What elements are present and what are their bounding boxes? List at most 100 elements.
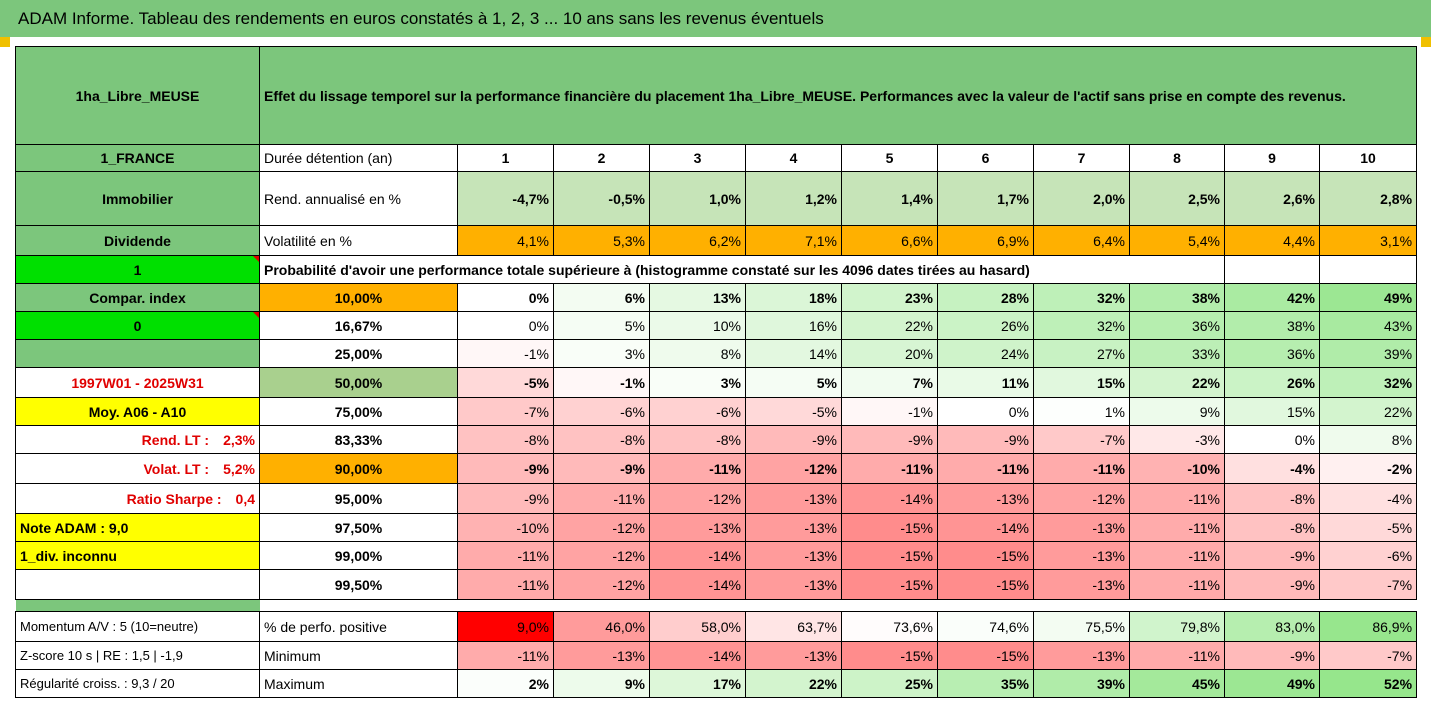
probability-value[interactable]: 15%	[1224, 397, 1320, 426]
asset-name[interactable]: 1ha_Libre_MEUSE	[15, 46, 260, 145]
volatility-label[interactable]: Volatilité en %	[259, 225, 458, 256]
percentile-label[interactable]: 50,00%	[259, 367, 458, 398]
probability-value[interactable]: -11%	[841, 453, 938, 484]
stat-value[interactable]: 63,7%	[745, 611, 842, 642]
probability-value[interactable]: -9%	[745, 425, 842, 454]
probability-value[interactable]: -1%	[553, 367, 650, 398]
probability-value[interactable]: 22%	[841, 311, 938, 340]
probability-value[interactable]: 8%	[649, 339, 746, 368]
stat-value[interactable]: 75,5%	[1033, 611, 1130, 642]
probability-value[interactable]: 38%	[1129, 283, 1225, 312]
duration-year[interactable]: 8	[1129, 144, 1225, 172]
compar-label[interactable]: Compar. index	[15, 283, 260, 312]
volatility-value[interactable]: 5,4%	[1129, 225, 1225, 256]
percentile-label[interactable]: 10,00%	[259, 283, 458, 312]
volatility-value[interactable]: 6,9%	[937, 225, 1034, 256]
probability-value[interactable]: -15%	[937, 569, 1034, 600]
stat-value[interactable]: 58,0%	[649, 611, 746, 642]
probability-value[interactable]: -7%	[457, 397, 554, 426]
category-label[interactable]: Immobilier	[15, 171, 260, 226]
probability-value[interactable]: -8%	[649, 425, 746, 454]
stat-value[interactable]: 74,6%	[937, 611, 1034, 642]
probability-value[interactable]: 49%	[1318, 283, 1418, 312]
probability-value[interactable]: -11%	[457, 569, 554, 600]
percentile-label[interactable]: 95,00%	[259, 483, 458, 514]
probability-value[interactable]: 33%	[1129, 339, 1225, 368]
volatility-value[interactable]: 7,1%	[745, 225, 842, 256]
stat-value[interactable]: 9,0%	[457, 611, 554, 642]
volatility-value[interactable]: 3,1%	[1318, 225, 1418, 256]
duration-year[interactable]: 5	[841, 144, 938, 172]
probability-value[interactable]: -14%	[649, 541, 746, 570]
indicator-label[interactable]: Momentum A/V : 5 (10=neutre)	[15, 611, 260, 642]
probability-value[interactable]: 9%	[1129, 397, 1225, 426]
dividend-label[interactable]: Dividende	[15, 225, 260, 256]
return-value[interactable]: 1,0%	[649, 171, 746, 226]
return-label[interactable]: Rend. annualisé en %	[259, 171, 458, 226]
probability-value[interactable]: -13%	[1033, 569, 1130, 600]
probability-value[interactable]: -12%	[553, 513, 650, 542]
separator[interactable]	[15, 599, 260, 612]
probability-value[interactable]: -8%	[457, 425, 554, 454]
probability-value[interactable]: -11%	[1129, 569, 1225, 600]
return-value[interactable]: 1,7%	[937, 171, 1034, 226]
probability-value[interactable]: -6%	[649, 397, 746, 426]
probability-value[interactable]: -8%	[1224, 483, 1320, 514]
stat-value[interactable]: 39%	[1033, 669, 1130, 698]
percentile-label[interactable]: 97,50%	[259, 513, 458, 542]
duration-year[interactable]: 7	[1033, 144, 1130, 172]
probability-value[interactable]: -4%	[1318, 483, 1418, 514]
probability-value[interactable]: 24%	[937, 339, 1034, 368]
probability-value[interactable]: -15%	[841, 541, 938, 570]
probability-value[interactable]: -2%	[1318, 453, 1418, 484]
probability-value[interactable]: 18%	[745, 283, 842, 312]
volatility-value[interactable]: 6,6%	[841, 225, 938, 256]
probability-value[interactable]: -12%	[1033, 483, 1130, 514]
probability-value[interactable]: -9%	[457, 483, 554, 514]
probability-value[interactable]: -13%	[1033, 513, 1130, 542]
probability-value[interactable]: -5%	[457, 367, 554, 398]
probability-value[interactable]: -11%	[1033, 453, 1130, 484]
indicator-label[interactable]: Régularité croiss. : 9,3 / 20	[15, 669, 260, 698]
volatility-value[interactable]: 4,1%	[457, 225, 554, 256]
stat-value[interactable]: 83,0%	[1224, 611, 1320, 642]
return-value[interactable]: 2,5%	[1129, 171, 1225, 226]
probability-value[interactable]: -12%	[649, 483, 746, 514]
description-cell[interactable]: Effet du lissage temporel sur la perform…	[258, 46, 1418, 145]
probability-value[interactable]: 23%	[841, 283, 938, 312]
country-label[interactable]: 1_FRANCE	[15, 144, 260, 172]
probability-value[interactable]: 0%	[937, 397, 1034, 426]
stat-value[interactable]: 35%	[937, 669, 1034, 698]
probability-value[interactable]: 32%	[1033, 311, 1130, 340]
percentile-label[interactable]: 90,00%	[259, 453, 458, 484]
probability-value[interactable]: 8%	[1318, 425, 1418, 454]
duration-label[interactable]: Durée détention (an)	[259, 144, 458, 172]
separator-blank[interactable]	[259, 599, 1417, 612]
period-label[interactable]: 1997W01 - 2025W31	[15, 367, 260, 398]
probability-value[interactable]: 0%	[457, 283, 554, 312]
stat-label[interactable]: % de perfo. positive	[259, 611, 458, 642]
probability-value[interactable]: 36%	[1224, 339, 1320, 368]
percentile-label[interactable]: 25,00%	[259, 339, 458, 368]
probability-value[interactable]: 28%	[937, 283, 1034, 312]
probability-value[interactable]: -9%	[1224, 569, 1320, 600]
probability-value[interactable]: -13%	[745, 569, 842, 600]
volatility-value[interactable]: 4,4%	[1224, 225, 1320, 256]
percentile-label[interactable]: 75,00%	[259, 397, 458, 426]
stat-value[interactable]: 45%	[1129, 669, 1225, 698]
duration-year[interactable]: 3	[649, 144, 746, 172]
sharpe-ratio[interactable]: Ratio Sharpe : 0,4	[15, 483, 260, 514]
probability-value[interactable]: -6%	[1318, 541, 1418, 570]
rend-lt[interactable]: Rend. LT : 2,3%	[15, 425, 260, 454]
probability-value[interactable]: -12%	[553, 569, 650, 600]
stat-value[interactable]: -7%	[1318, 641, 1418, 670]
probability-value[interactable]: -9%	[937, 425, 1034, 454]
return-value[interactable]: -0,5%	[553, 171, 650, 226]
stat-value[interactable]: -13%	[553, 641, 650, 670]
empty-label[interactable]	[15, 339, 260, 368]
empty-cell[interactable]	[1318, 255, 1418, 284]
probability-value[interactable]: 3%	[649, 367, 746, 398]
probability-value[interactable]: -9%	[553, 453, 650, 484]
probability-value[interactable]: 26%	[1224, 367, 1320, 398]
probability-value[interactable]: -11%	[1129, 513, 1225, 542]
